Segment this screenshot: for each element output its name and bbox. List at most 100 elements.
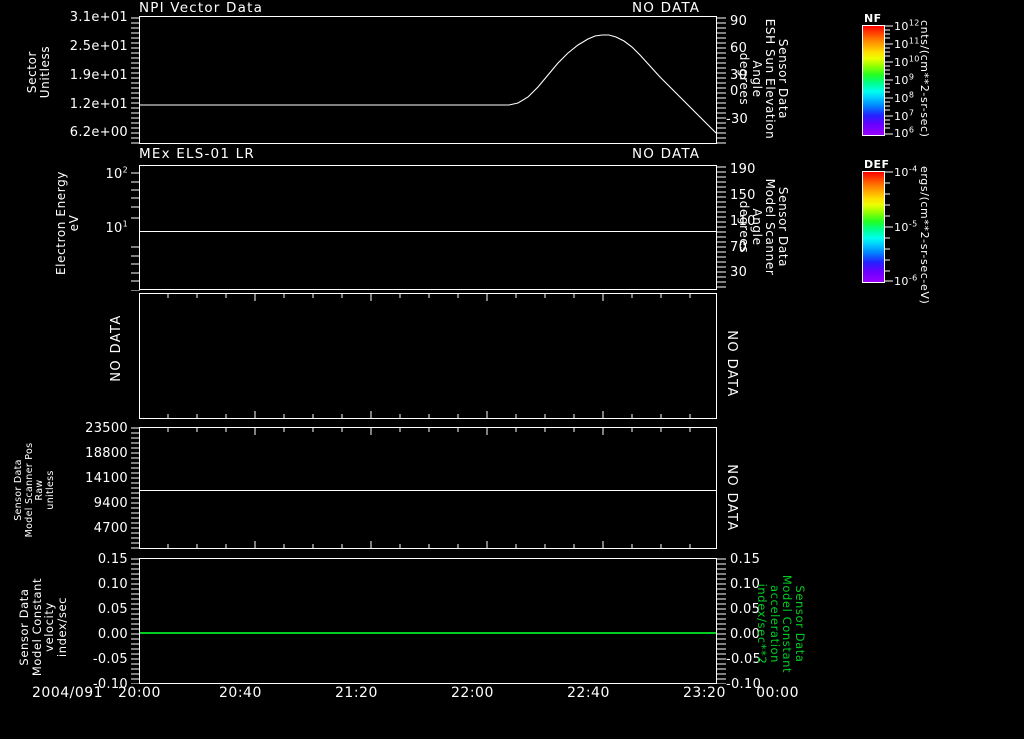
colorbar-nf-tick-5: 107	[894, 108, 915, 123]
panel-1-right-tick-0: 90	[730, 14, 748, 29]
panel-1-right-axis-label-text: Sensor Data ESH Sun Elevation Angle degr…	[737, 18, 790, 140]
panel-3-left-nodata-text: NO DATA	[109, 314, 124, 382]
panel-2-left-tick-1-exp: 1	[122, 219, 128, 229]
panel-4-left-tick-3: 9400	[93, 496, 128, 511]
x-axis-date-prefix: 2004/091	[32, 685, 104, 701]
x-axis-tick-0: 20:00	[118, 685, 161, 701]
colorbar-def-tick-0: 10-4	[894, 164, 918, 179]
panel-3-right-nodata-text: NO DATA	[724, 330, 739, 398]
colorbar-nf-gradient[interactable]	[862, 25, 885, 136]
colorbar-nf-title: NF	[864, 12, 882, 25]
colorbar-def-tick-1-exp: -5	[908, 219, 918, 229]
panel-5-left-tick-0: 0.15	[97, 552, 128, 567]
panel-5-plot-area[interactable]	[139, 558, 717, 684]
panel-2-title-left: MEx ELS-01 LR	[139, 146, 255, 162]
colorbar-def-gradient-fill	[863, 172, 884, 282]
colorbar-def-gradient[interactable]	[862, 171, 885, 283]
panel-4-left-minor-ticks	[131, 427, 140, 549]
colorbar-nf-tick-4-exp: 8	[908, 90, 915, 100]
panel-3-top-ticks	[167, 293, 691, 301]
panel-1-title-right: NO DATA	[632, 0, 701, 16]
panel-2-left-tick-0-exp: 2	[122, 165, 128, 175]
panel-5-left-tick-5: -0.10	[92, 677, 128, 692]
x-axis-tick-1: 20:40	[219, 685, 262, 701]
panel-1-right-tick-3: 0	[730, 84, 739, 99]
colorbar-nf-ticks	[885, 25, 893, 135]
panel-1-left-tick-3: 1.2e+01	[69, 97, 128, 112]
panel-3-bottom-ticks	[167, 411, 691, 419]
colorbar-def-tick-2: 10-6	[894, 273, 918, 288]
colorbar-nf: NF 1012 1011 1010 109 108 107 106 cnts/(…	[862, 12, 1012, 142]
panel-2-left-tick-0: 102	[105, 165, 128, 182]
panel-5-trace	[140, 632, 716, 634]
panel-2-right-minor-ticks	[717, 166, 726, 288]
colorbar-nf-tick-2: 1010	[894, 54, 920, 69]
panel-3-right-nodata-label: NO DATA	[724, 309, 848, 397]
panel-1-left-tick-2: 1.9e+01	[69, 68, 128, 83]
panel-1-right-tick-4: -30	[726, 112, 749, 127]
panel-1-right-minor-ticks	[717, 17, 726, 144]
panel-4-right-nodata-label: NO DATA	[724, 443, 848, 531]
colorbar-def-ticks	[885, 171, 893, 282]
panel-1-left-tick-1: 2.5e+01	[69, 39, 128, 54]
panel-2-right-tick-4: 30	[730, 265, 748, 280]
panel-2-plot-area[interactable]	[139, 165, 717, 290]
panel-5-left-tick-4: -0.05	[92, 652, 128, 667]
colorbar-def-tick-2-exp: -6	[908, 273, 918, 283]
colorbar-nf-tick-1: 1011	[894, 36, 920, 51]
panel-1-left-tick-4: 6.2e+00	[69, 125, 128, 140]
panel-1-right-tick-2: 30	[730, 68, 748, 83]
colorbar-nf-tick-0-exp: 12	[908, 18, 920, 28]
panel-5-right-tick-3: 0.00	[730, 627, 761, 642]
panel-2-right-tick-0: 190	[730, 162, 756, 177]
panel-4-right-nodata-text: NO DATA	[724, 464, 739, 532]
colorbar-nf-tick-3: 109	[894, 72, 915, 87]
panel-2-right-tick-1: 150	[730, 188, 756, 203]
panel-4-plot-area[interactable]	[139, 427, 717, 549]
panel-5-left-tick-3: 0.00	[97, 627, 128, 642]
colorbar-nf-tick-0: 1012	[894, 18, 920, 33]
panel-1-left-tick-0: 3.1e+01	[69, 10, 128, 25]
panel-4-bottom-ticks	[167, 541, 691, 549]
panel-5-right-tick-4: -0.05	[726, 652, 762, 667]
panel-5-left-minor-ticks	[131, 558, 140, 684]
panel-5-right-tick-0: 0.15	[730, 552, 761, 567]
colorbar-nf-tick-5-exp: 7	[908, 108, 915, 118]
panel-2-left-minor-ticks	[131, 172, 140, 291]
panel-1: NPI Vector Data NO DATA Sector Unitless …	[0, 0, 1024, 150]
panel-3: NO DATA NO DATA	[0, 291, 1024, 421]
panel-4-left-tick-2: 14100	[85, 471, 128, 486]
panel-4-left-tick-0: 23500	[85, 421, 128, 436]
panel-4-top-ticks	[167, 427, 691, 435]
panel-5-left-tick-2: 0.05	[97, 602, 128, 617]
panel-2-trace	[140, 231, 716, 232]
panel-5-right-axis-label-text: Sensor Data Model Constant acceleration …	[755, 574, 808, 674]
panel-3-plot-area[interactable]	[139, 293, 717, 419]
colorbar-nf-tick-6-exp: 6	[908, 125, 915, 135]
colorbar-nf-gradient-fill	[863, 26, 884, 135]
panel-4-left-axis-label-text: Sensor Data Model Scanner Pos Raw unitle…	[13, 442, 56, 538]
x-axis-tick-3: 22:00	[451, 685, 494, 701]
colorbar-nf-tick-2-exp: 10	[908, 54, 920, 64]
colorbar-def-tick-0-exp: -4	[908, 164, 918, 174]
panel-2: MEx ELS-01 LR NO DATA Electron Energy eV…	[0, 146, 1024, 291]
colorbar-def-units-text: ergs/(cm**2-sr-sec-eV)	[918, 166, 931, 305]
colorbar-def: DEF 10-4 10-5 10-6 ergs/(cm**2-sr-sec-eV…	[862, 158, 1022, 304]
colorbar-nf-units-text: cnts/(cm**2-sr-sec)	[918, 20, 931, 138]
panel-2-left-tick-1: 101	[105, 219, 128, 236]
panel-1-right-tick-1: 60	[730, 41, 748, 56]
x-axis: 2004/091 20:00 20:40 21:20 22:00 22:40 2…	[0, 684, 1024, 708]
panel-1-left-minor-ticks	[131, 17, 140, 144]
x-axis-tick-5: 23:20	[683, 685, 726, 701]
panel-4-left-tick-1: 18800	[85, 446, 128, 461]
panel-5-right-tick-1: 0.10	[730, 577, 761, 592]
colorbar-nf-units: cnts/(cm**2-sr-sec)	[918, 20, 1024, 138]
panel-2-right-tick-3: 70	[730, 240, 748, 255]
panel-2-right-tick-2: 110	[730, 214, 756, 229]
panel-4-trace	[140, 490, 716, 491]
panel-4-left-tick-4: 4700	[93, 521, 128, 536]
panel-4: Sensor Data Model Scanner Pos Raw unitle…	[0, 421, 1024, 551]
panel-1-left-axis-label-text: Sector Unitless	[25, 45, 52, 99]
panel-2-right-axis-label-text: Sensor Data Model Scanner Angle degrees	[737, 178, 790, 276]
panel-1-plot-area[interactable]	[139, 16, 717, 144]
